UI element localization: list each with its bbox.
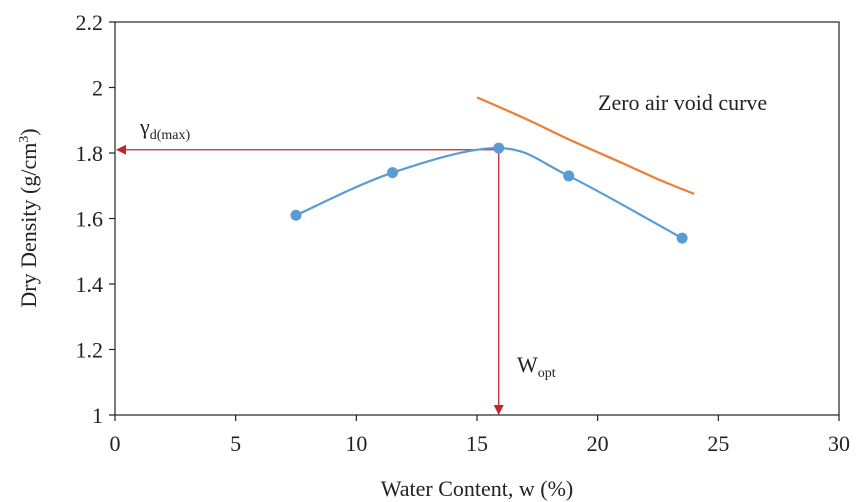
- x-tick-label: 5: [230, 431, 241, 456]
- plot-area: [114, 21, 840, 416]
- x-tick-label: 20: [587, 431, 609, 456]
- x-tick-label: 0: [110, 431, 121, 456]
- compaction-data-point: [563, 170, 575, 182]
- x-tick-label: 30: [828, 431, 850, 456]
- compaction-data-point: [493, 142, 505, 154]
- y-tick-label: 1.2: [76, 338, 104, 363]
- y-tick-label: 2: [92, 76, 103, 101]
- y-tick-label: 1.4: [76, 272, 104, 297]
- y-tick-label: 1.8: [76, 141, 104, 166]
- y-axis-ticks: 1 1.2 1.4 1.6 1.8 2 2.2: [76, 10, 115, 428]
- y-axis-title: Dry Density (g/cm3): [16, 128, 41, 307]
- x-tick-label: 15: [466, 431, 488, 456]
- compaction-data-point: [676, 232, 688, 244]
- optimum-guide-lines: [116, 144, 504, 415]
- zero-air-void-line: [476, 96, 695, 195]
- x-axis-ticks: 0 5 10 15 20 25 30: [110, 415, 850, 456]
- compaction-data-point: [387, 167, 399, 179]
- x-tick-label: 25: [707, 431, 729, 456]
- x-axis-title: Water Content, w (%): [381, 476, 574, 501]
- zero-air-void-series: [476, 96, 695, 195]
- zero-air-void-label: Zero air void curve: [598, 90, 767, 115]
- y-tick-label: 1: [92, 403, 103, 428]
- w-opt-label: Wopt: [517, 352, 556, 381]
- gamma-dmax-label: γd(max): [139, 114, 191, 143]
- y-tick-label: 1.6: [76, 207, 104, 232]
- compaction-series: [290, 142, 688, 244]
- y-tick-label: 2.2: [76, 10, 104, 35]
- compaction-data-point: [290, 209, 302, 221]
- x-tick-label: 10: [345, 431, 367, 456]
